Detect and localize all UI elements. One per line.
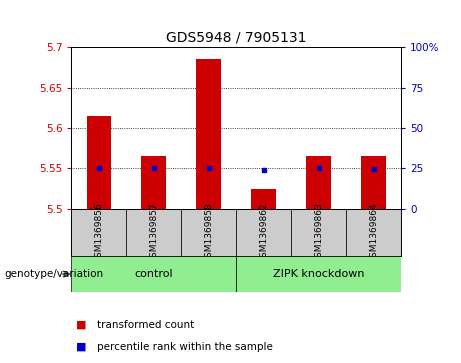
Text: GSM1369858: GSM1369858 (204, 202, 213, 263)
Bar (361, 156, 386, 209)
Text: control: control (135, 269, 173, 279)
Bar (291, 209, 346, 256)
Text: percentile rank within the sample: percentile rank within the sample (97, 342, 273, 352)
Bar (236, 256, 401, 292)
Text: ■: ■ (76, 320, 87, 330)
Bar (71, 209, 126, 256)
Bar (71, 256, 236, 292)
Text: ZIPK knockdown: ZIPK knockdown (273, 269, 364, 279)
Bar (236, 209, 291, 256)
Text: transformed count: transformed count (97, 320, 194, 330)
Bar (251, 188, 276, 209)
Text: GSM1369856: GSM1369856 (95, 202, 103, 263)
Text: GSM1369857: GSM1369857 (149, 202, 159, 263)
Bar (87, 116, 111, 209)
Bar (346, 209, 401, 256)
Bar (181, 209, 236, 256)
Bar (306, 156, 331, 209)
Bar (142, 156, 166, 209)
Text: GSM1369864: GSM1369864 (369, 202, 378, 263)
Text: ■: ■ (76, 342, 87, 352)
Bar (126, 209, 181, 256)
Text: genotype/variation: genotype/variation (5, 269, 104, 279)
Title: GDS5948 / 7905131: GDS5948 / 7905131 (166, 30, 307, 45)
Bar (196, 59, 221, 209)
Text: GSM1369862: GSM1369862 (259, 202, 268, 263)
Text: GSM1369863: GSM1369863 (314, 202, 323, 263)
